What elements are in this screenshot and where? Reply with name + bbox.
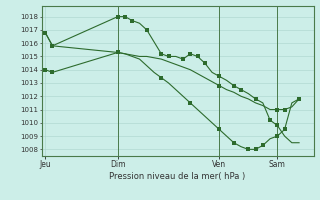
X-axis label: Pression niveau de la mer( hPa ): Pression niveau de la mer( hPa ) [109, 172, 246, 181]
